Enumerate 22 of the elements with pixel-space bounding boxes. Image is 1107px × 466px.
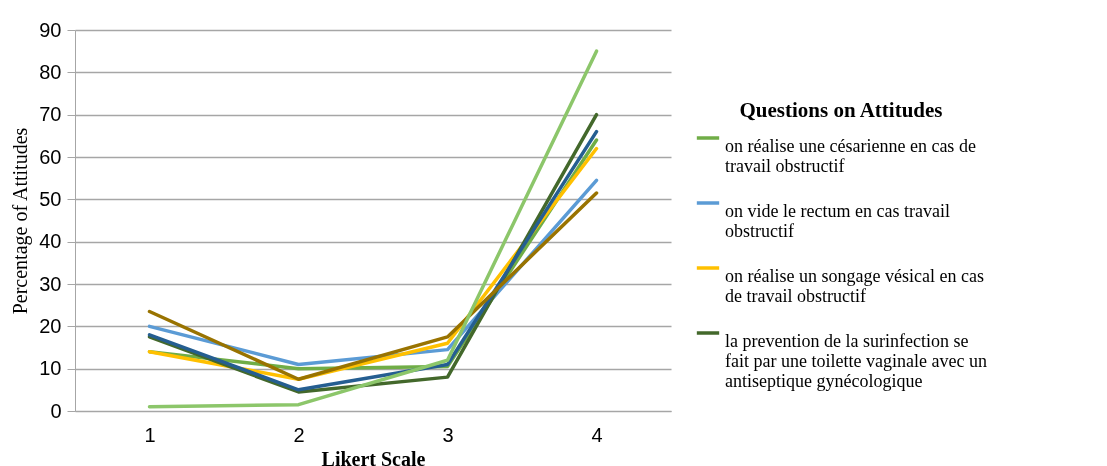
x-tick-label: 4 xyxy=(591,423,603,446)
legend-label: on vide le rectum en cas travail obstructif xyxy=(725,201,950,241)
y-axis-title: Percentage of Attitudes xyxy=(9,127,33,315)
line-series xyxy=(147,49,599,409)
y-tick-label: 30 xyxy=(39,272,62,295)
x-axis-title: Likert Scale xyxy=(321,447,426,466)
legend-label: on réalise un songage vésical en cas de travail obstructif xyxy=(725,266,984,306)
y-tick-label: 90 xyxy=(39,18,62,41)
y-tick-label: 50 xyxy=(39,187,62,210)
x-tick-label: 2 xyxy=(293,423,305,446)
legend-label: la prevention de la surinfection se fait par une toilette vaginale avec un antiseptique gynécologique xyxy=(725,331,987,391)
x-tick-label: 3 xyxy=(442,423,454,446)
y-tick-label: 0 xyxy=(50,399,62,422)
x-tick-label: 1 xyxy=(144,423,156,446)
y-tick-label: 10 xyxy=(39,357,62,380)
y-tick-label: 70 xyxy=(39,103,62,126)
y-tick-label: 60 xyxy=(39,145,62,168)
y-tick-label: 40 xyxy=(39,230,62,253)
legend-title: Questions on Attitudes xyxy=(739,98,943,122)
y-tick-label: 80 xyxy=(39,60,62,83)
legend-label: on réalise une césarienne en cas de travail obstructif xyxy=(725,136,976,176)
y-tick-label: 20 xyxy=(39,314,62,337)
